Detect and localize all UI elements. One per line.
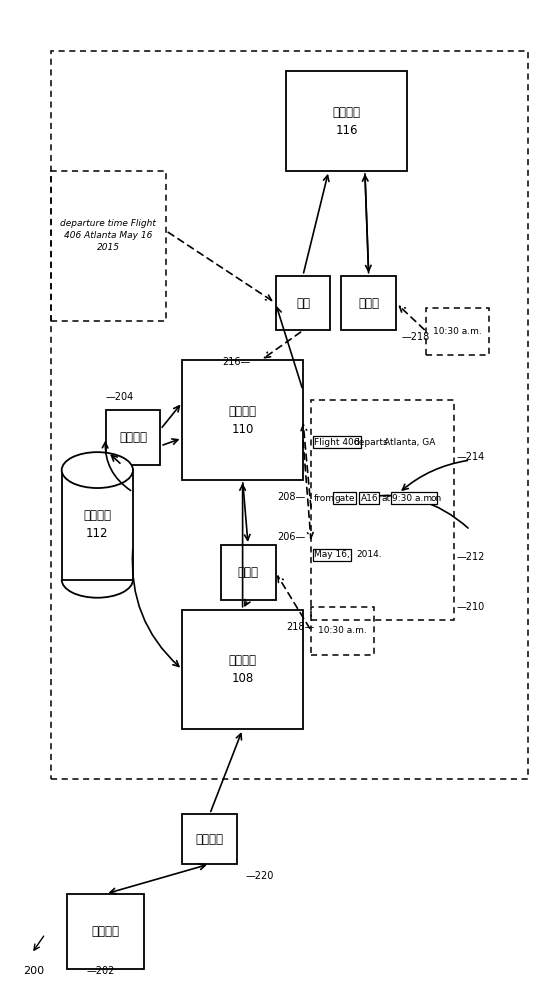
Text: —202: —202 (87, 966, 115, 976)
Text: 208—: 208— (277, 492, 306, 502)
Text: 2014.: 2014. (356, 550, 382, 559)
FancyBboxPatch shape (67, 894, 144, 969)
FancyBboxPatch shape (341, 276, 396, 330)
Text: 10:30 a.m.: 10:30 a.m. (318, 626, 367, 635)
Text: Atlanta, GA: Atlanta, GA (384, 438, 435, 447)
Text: 查询: 查询 (296, 297, 310, 310)
Text: May 16,: May 16, (314, 550, 350, 559)
Text: departs: departs (354, 438, 388, 447)
FancyBboxPatch shape (182, 814, 237, 864)
Text: 9:30 a.m.: 9:30 a.m. (392, 494, 435, 503)
Text: 用户设备: 用户设备 (91, 925, 120, 938)
Text: from: from (314, 494, 335, 503)
FancyBboxPatch shape (106, 410, 160, 465)
Text: 文档文本: 文档文本 (119, 431, 147, 444)
Text: 200: 200 (23, 966, 45, 976)
Text: 216—: 216— (223, 357, 251, 367)
Text: 文档系统
108: 文档系统 108 (229, 654, 257, 685)
Text: —204: —204 (106, 392, 134, 402)
FancyBboxPatch shape (276, 276, 330, 330)
Text: 结果值: 结果值 (237, 566, 258, 579)
Text: 文档数据
112: 文档数据 112 (83, 509, 111, 540)
FancyBboxPatch shape (182, 360, 303, 480)
Text: 10:30 a.m.: 10:30 a.m. (434, 327, 482, 336)
Ellipse shape (62, 452, 133, 488)
Text: —214: —214 (456, 452, 485, 462)
Text: —220: —220 (245, 871, 274, 881)
Text: departure time Flight
406 Atlanta May 16
2015: departure time Flight 406 Atlanta May 16… (61, 219, 156, 252)
Text: 搜索系统
116: 搜索系统 116 (333, 106, 361, 137)
Text: 结果值: 结果值 (358, 297, 379, 310)
Text: 建议系统
110: 建议系统 110 (229, 405, 257, 436)
Text: on: on (431, 494, 442, 503)
Text: —212: —212 (456, 552, 485, 562)
FancyBboxPatch shape (221, 545, 276, 600)
Text: —218: —218 (402, 332, 430, 342)
Text: gate: gate (334, 494, 355, 503)
Text: 206—: 206— (277, 532, 306, 542)
Text: —210: —210 (456, 602, 485, 612)
Text: Flight 406: Flight 406 (314, 438, 359, 447)
Text: 结果数据: 结果数据 (196, 833, 224, 846)
Text: at: at (381, 494, 391, 503)
Text: A16: A16 (360, 494, 378, 503)
Polygon shape (62, 470, 133, 580)
FancyBboxPatch shape (287, 71, 407, 171)
Text: 218—: 218— (287, 622, 315, 632)
FancyBboxPatch shape (182, 610, 303, 729)
